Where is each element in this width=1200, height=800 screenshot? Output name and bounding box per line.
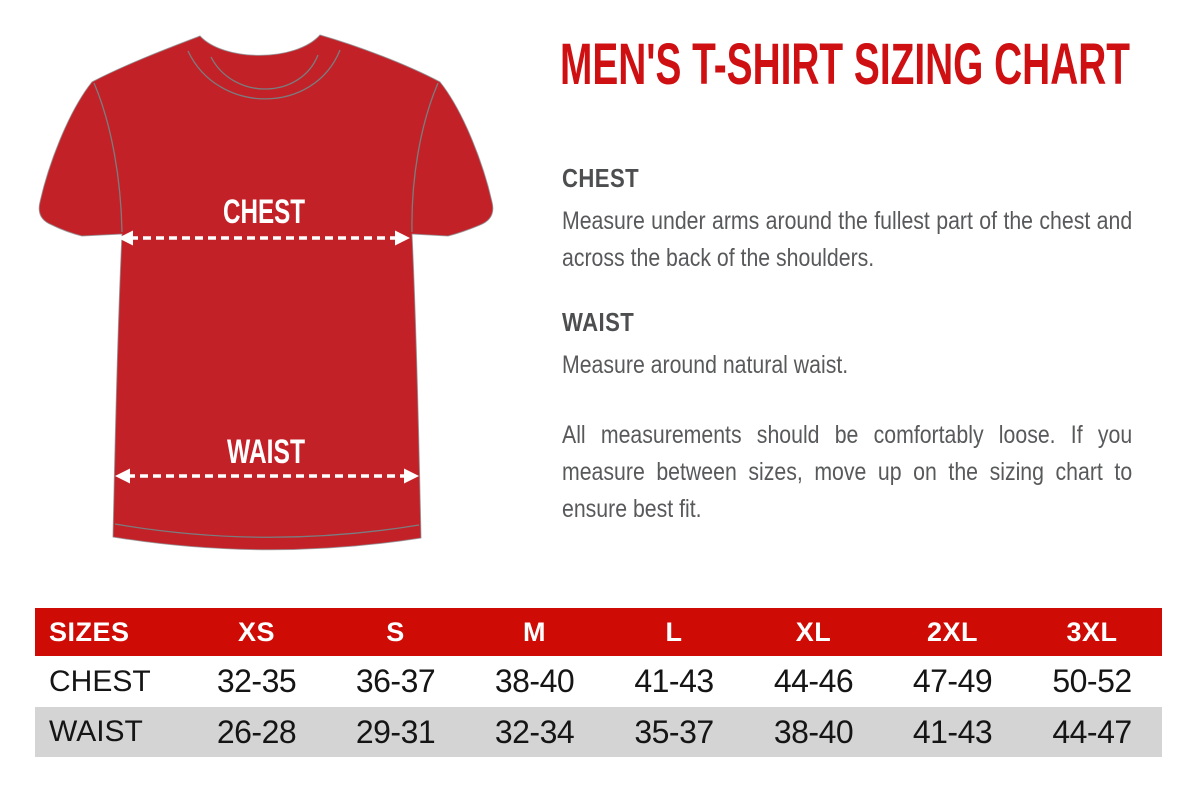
header-m: M — [523, 616, 546, 647]
waist-section: WAIST Measure around natural waist. — [562, 307, 1132, 384]
chest-row-label: CHEST — [49, 664, 151, 698]
chest-arrow-icon — [118, 230, 410, 246]
collar-inner-seam — [210, 54, 319, 90]
chest-s-value: 36-37 — [355, 663, 436, 699]
chest-3xl-value: 50-52 — [1052, 663, 1132, 699]
waist-m-value: 32-34 — [494, 713, 575, 750]
fit-note: All measurements should be comfortably l… — [562, 417, 1132, 528]
header-s: S — [386, 616, 405, 647]
hem-seam — [114, 523, 420, 538]
shirt-chest-label: CHEST — [223, 193, 305, 231]
header-l: L — [665, 616, 683, 647]
chest-xs-value: 32-35 — [216, 663, 297, 699]
page-title-text: MEN'S T-SHIRT SIZING CHART — [560, 34, 1130, 97]
header-xl: XL — [795, 616, 832, 647]
header-sizes: SIZES — [49, 616, 130, 647]
waist-2xl-value: 41-43 — [912, 713, 993, 750]
sizing-table: SIZES XS S M L XL 2XL 3XL CHEST 32-35 36… — [35, 608, 1162, 757]
right-armhole-seam — [411, 82, 439, 233]
chest-2xl-value: 47-49 — [912, 663, 993, 699]
shirt-waist-label: WAIST — [227, 433, 305, 471]
waist-row-label: WAIST — [49, 715, 143, 748]
chest-section-body: Measure under arms around the fullest pa… — [562, 207, 1133, 272]
waist-s-value: 29-31 — [355, 713, 436, 750]
chest-m-value: 38-40 — [494, 663, 575, 699]
tshirt-silhouette — [38, 34, 494, 551]
table-row-waist: WAIST 26-28 29-31 32-34 35-37 38-40 41-4… — [35, 707, 1162, 757]
waist-arrow-icon — [115, 468, 419, 484]
sizing-table-header-row: SIZES XS S M L XL 2XL 3XL — [35, 608, 1162, 656]
table-row-chest: CHEST 32-35 36-37 38-40 41-43 44-46 47-4… — [35, 656, 1162, 707]
tshirt-svg: CHEST WAIST — [38, 34, 494, 551]
chest-section-heading: CHEST — [562, 163, 640, 193]
tshirt-illustration: CHEST WAIST — [28, 20, 508, 565]
chest-section: CHEST Measure under arms around the full… — [562, 163, 1132, 277]
left-armhole-seam — [93, 82, 123, 233]
collar-outer-seam — [187, 49, 341, 100]
waist-section-body: Measure around natural waist. — [562, 351, 849, 379]
header-xs: XS — [237, 616, 276, 647]
chest-xl-value: 44-46 — [773, 663, 854, 699]
waist-l-value: 35-37 — [634, 713, 714, 750]
header-2xl: 2XL — [926, 616, 979, 647]
chest-l-value: 41-43 — [634, 663, 714, 699]
waist-xl-value: 38-40 — [773, 713, 854, 750]
header-3xl: 3XL — [1066, 616, 1118, 647]
waist-section-heading: WAIST — [562, 307, 635, 337]
page-title: MEN'S T-SHIRT SIZING CHART — [560, 34, 1130, 97]
fit-note-text: All measurements should be comfortably l… — [562, 421, 1133, 523]
waist-3xl-value: 44-47 — [1052, 713, 1132, 750]
waist-xs-value: 26-28 — [216, 713, 297, 750]
